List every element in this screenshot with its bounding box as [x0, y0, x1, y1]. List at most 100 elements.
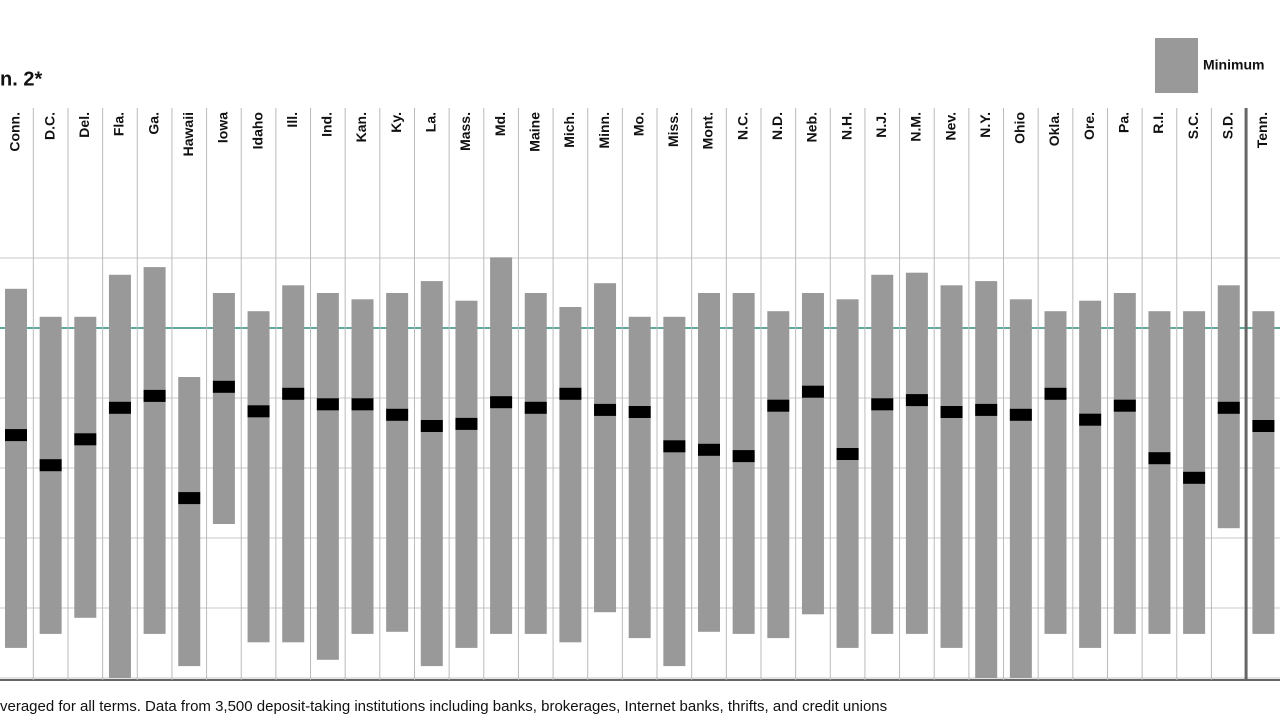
- x-tick-label: N.M.: [908, 112, 924, 142]
- x-tick-label: S.D.: [1219, 112, 1235, 139]
- average-marker: [74, 433, 97, 446]
- range-bar: [108, 274, 131, 678]
- chart-title: n. 2*: [0, 68, 42, 90]
- range-bar: [628, 316, 651, 639]
- average-marker: [1217, 401, 1240, 414]
- average-marker: [420, 420, 443, 432]
- range-bar: [871, 274, 894, 634]
- range-bar: [455, 300, 478, 648]
- range-bar: [905, 272, 928, 634]
- x-tick-label: Del.: [76, 112, 92, 138]
- average-marker: [143, 389, 166, 402]
- average-marker: [455, 417, 478, 430]
- average-marker: [1252, 420, 1275, 432]
- average-marker: [1113, 399, 1136, 412]
- range-bar: [143, 267, 166, 634]
- x-tick-label: Mass.: [457, 112, 473, 151]
- average-marker: [108, 401, 131, 414]
- range-bar: [975, 281, 998, 678]
- x-tick-label: Ill.: [284, 112, 300, 128]
- x-tick-label: Minn.: [596, 112, 612, 149]
- x-tick-label: Hawaii: [180, 112, 196, 156]
- average-marker: [975, 403, 998, 416]
- range-bar: [39, 316, 62, 634]
- range-bar: [282, 285, 305, 643]
- average-marker: [212, 380, 235, 393]
- average-marker: [663, 440, 686, 453]
- x-tick-label: Conn.: [7, 112, 23, 152]
- x-tick-label: N.D.: [769, 112, 785, 140]
- average-marker: [39, 459, 62, 472]
- x-tick-label: N.C.: [734, 112, 750, 140]
- x-tick-label: La.: [423, 112, 439, 132]
- x-tick-label: N.J.: [873, 112, 889, 138]
- x-tick-label: Mo.: [630, 112, 646, 136]
- range-bar: [490, 257, 513, 634]
- x-tick-label: Ore.: [1081, 112, 1097, 140]
- range-bar: [663, 316, 686, 667]
- range-bar: [801, 293, 824, 615]
- range-bar: [524, 293, 547, 634]
- range-bar: [1252, 311, 1275, 634]
- average-marker: [836, 448, 859, 460]
- legend-swatch: [1155, 38, 1198, 93]
- range-bar: [1079, 300, 1102, 648]
- range-bar: [178, 377, 201, 667]
- x-tick-label: Miss.: [665, 112, 681, 147]
- average-marker: [178, 492, 201, 505]
- range-bar: [316, 293, 339, 660]
- range-bar: [1148, 311, 1171, 634]
- x-tick-label: Md.: [492, 112, 508, 136]
- average-marker: [801, 385, 824, 398]
- x-tick-label: Ind.: [319, 112, 335, 137]
- range-bar: [767, 311, 790, 639]
- range-bar: [698, 293, 720, 632]
- x-tick-label: Fla.: [111, 112, 127, 136]
- average-marker: [1009, 408, 1032, 421]
- legend-label: Minimum: [1203, 57, 1264, 73]
- average-marker: [559, 387, 582, 400]
- average-marker: [940, 406, 963, 418]
- range-bar: [1113, 293, 1136, 634]
- average-marker: [5, 429, 27, 442]
- average-marker: [351, 398, 374, 411]
- range-bar: [1044, 311, 1067, 634]
- average-marker: [698, 443, 720, 456]
- range-bar: [386, 293, 409, 632]
- range-bar: [594, 283, 617, 613]
- average-marker: [490, 396, 513, 409]
- x-tick-label: Ky.: [388, 112, 404, 133]
- average-marker: [594, 403, 617, 416]
- x-tick-label: Pa.: [1116, 112, 1132, 133]
- range-bar: [1009, 299, 1032, 678]
- range-bar: [5, 288, 27, 648]
- average-marker: [247, 405, 270, 418]
- average-marker: [282, 387, 305, 400]
- x-tick-label: Okla.: [1046, 112, 1062, 146]
- average-marker: [732, 450, 755, 463]
- average-marker: [1079, 413, 1102, 426]
- x-tick-label: Mont.: [700, 112, 716, 149]
- range-bar: [351, 299, 374, 634]
- x-tick-label: Nev.: [942, 112, 958, 141]
- range-bar: [732, 293, 755, 634]
- x-tick-label: Tenn.: [1254, 112, 1270, 148]
- range-bar: [559, 307, 582, 643]
- x-tick-label: Maine: [526, 112, 542, 152]
- average-marker: [1148, 452, 1171, 465]
- x-tick-label: Ga.: [145, 112, 161, 135]
- average-marker: [524, 401, 547, 414]
- x-tick-label: N.H.: [838, 112, 854, 140]
- average-marker: [1183, 471, 1206, 484]
- x-tick-label: Neb.: [804, 112, 820, 142]
- average-marker: [386, 408, 409, 421]
- average-marker: [1044, 387, 1067, 400]
- range-bar: [836, 299, 859, 648]
- x-tick-label: Kan.: [353, 112, 369, 142]
- x-tick-label: Iowa: [215, 112, 231, 143]
- range-bar: [420, 281, 443, 667]
- x-tick-label: N.Y.: [977, 112, 993, 138]
- x-tick-label: Mich.: [561, 112, 577, 148]
- footnote: veraged for all terms. Data from 3,500 d…: [0, 698, 887, 715]
